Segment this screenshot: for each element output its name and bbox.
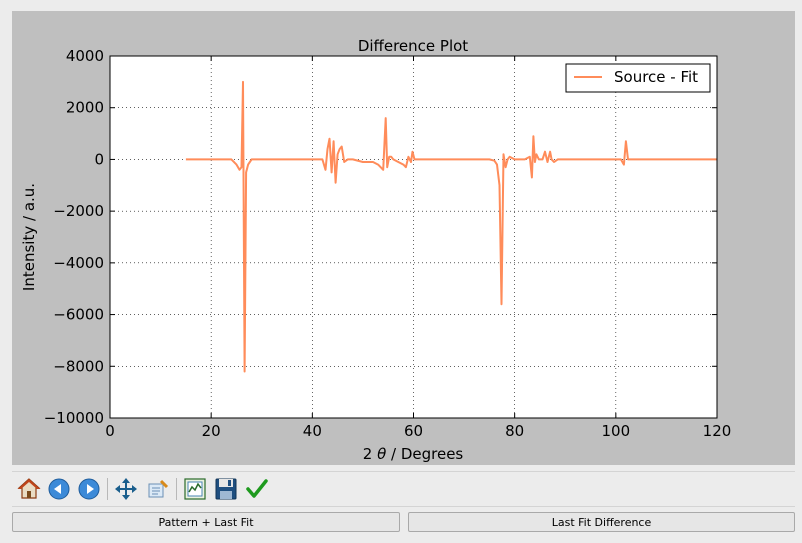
series-line-source-fit xyxy=(185,80,717,373)
toolbar-separator xyxy=(107,478,108,500)
toolbar-separator xyxy=(176,478,177,500)
subplots-config-icon xyxy=(184,478,206,500)
legend-label: Source - Fit xyxy=(614,68,698,86)
x-tick-label: 80 xyxy=(505,422,524,440)
figure-canvas[interactable]: 0 20 40 60 80 100 120 4000 2000 0 −2000 −4000 −6000 −… xyxy=(12,11,795,465)
x-tick-label: 120 xyxy=(703,422,732,440)
forward-button[interactable] xyxy=(76,476,102,502)
save-icon xyxy=(215,478,237,500)
zoom-button[interactable] xyxy=(145,476,171,502)
back-arrow-icon xyxy=(48,478,70,500)
y-tick-label: −2000 xyxy=(53,202,104,220)
x-tick-label: 100 xyxy=(602,422,631,440)
y-tick-label: 0 xyxy=(94,150,104,168)
subplots-config-button[interactable] xyxy=(182,476,208,502)
axes-frame xyxy=(109,55,718,419)
y-axis-label: Intensity / a.u. xyxy=(20,183,38,291)
save-button[interactable] xyxy=(213,476,239,502)
forward-arrow-icon xyxy=(78,478,100,500)
x-tick-label: 0 xyxy=(105,422,115,440)
x-tick-label: 40 xyxy=(303,422,322,440)
grid-layer xyxy=(110,56,717,418)
pan-icon xyxy=(115,478,137,500)
x-tick-label: 20 xyxy=(202,422,221,440)
y-tick-label: 2000 xyxy=(66,99,104,117)
y-tick-label: −8000 xyxy=(53,357,104,375)
home-icon xyxy=(17,478,41,499)
zoom-icon xyxy=(148,479,169,498)
plot-svg: 0 20 40 60 80 100 120 4000 2000 0 −2000 −4000 −6000 −… xyxy=(20,37,732,463)
home-button[interactable] xyxy=(16,476,42,502)
ticks-layer: 0 20 40 60 80 100 120 4000 2000 0 −2000 −4000 −6000 −… xyxy=(44,47,732,440)
pan-button[interactable] xyxy=(113,476,139,502)
edit-parameters-button[interactable] xyxy=(244,476,270,502)
x-tick-label: 60 xyxy=(404,422,423,440)
x-axis-label: 2 θ / Degrees xyxy=(363,445,464,463)
plot-title: Difference Plot xyxy=(358,37,468,55)
y-tick-label: −10000 xyxy=(44,409,104,427)
last-fit-difference-button[interactable]: Last Fit Difference xyxy=(408,512,795,532)
back-button[interactable] xyxy=(46,476,72,502)
navigation-toolbar xyxy=(12,471,795,507)
legend: Source - Fit xyxy=(565,63,711,93)
y-tick-label: 4000 xyxy=(66,47,104,65)
y-tick-label: −6000 xyxy=(53,306,104,324)
pattern-last-fit-button[interactable]: Pattern + Last Fit xyxy=(12,512,400,532)
edit-checkmark-icon xyxy=(246,479,268,498)
y-tick-label: −4000 xyxy=(53,254,104,272)
